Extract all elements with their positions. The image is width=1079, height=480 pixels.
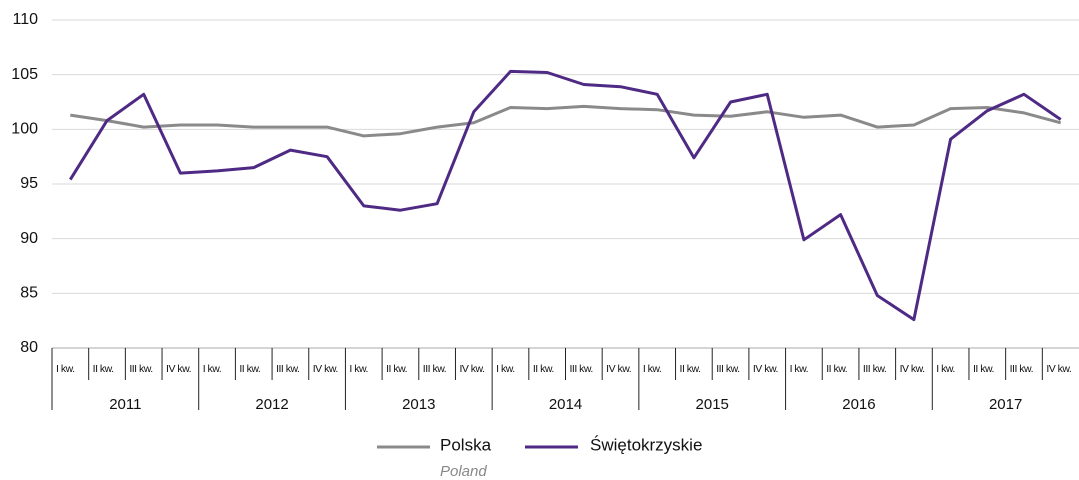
x-tick-label: II kw. xyxy=(386,363,407,375)
legend-sublabel: Poland xyxy=(440,463,487,480)
year-label: 2013 xyxy=(402,396,435,413)
series-line xyxy=(70,104,1062,138)
x-tick-label: III kw. xyxy=(423,363,446,375)
x-tick-label: III kw. xyxy=(863,363,886,375)
x-tick-label: IV kw. xyxy=(753,363,778,375)
x-tick-label: II kw. xyxy=(93,363,114,375)
y-tick-label: 85 xyxy=(20,285,38,302)
y-tick-label: 100 xyxy=(11,121,38,138)
year-label: 2014 xyxy=(549,396,582,413)
x-tick-label: IV kw. xyxy=(166,363,191,375)
x-tick-label: IV kw. xyxy=(459,363,484,375)
series-line xyxy=(69,69,1062,322)
x-tick-label: II kw. xyxy=(826,363,847,375)
x-tick-label: II kw. xyxy=(973,363,994,375)
year-label: 2015 xyxy=(696,396,729,413)
year-label: 2011 xyxy=(109,396,141,413)
y-tick-label: 80 xyxy=(20,339,38,356)
y-tick-label: 105 xyxy=(11,66,38,83)
x-tick-label: IV kw. xyxy=(313,363,338,375)
x-tick-label: II kw. xyxy=(533,363,554,375)
x-tick-label: III kw. xyxy=(570,363,593,375)
year-label: 2012 xyxy=(255,396,288,413)
year-label: 2017 xyxy=(989,396,1022,413)
y-tick-label: 110 xyxy=(12,11,38,28)
x-tick-label: III kw. xyxy=(129,363,152,375)
x-tick-label: III kw. xyxy=(716,363,739,375)
x-tick-label: I kw. xyxy=(203,363,222,375)
x-tick-label: II kw. xyxy=(680,363,701,375)
x-tick-label: I kw. xyxy=(496,363,515,375)
y-tick-label: 95 xyxy=(20,175,38,192)
x-tick-label: III kw. xyxy=(1010,363,1033,375)
x-tick-label: I kw. xyxy=(936,363,955,375)
x-tick-label: III kw. xyxy=(276,363,299,375)
x-tick-label: I kw. xyxy=(790,363,809,375)
x-tick-label: IV kw. xyxy=(900,363,925,375)
year-label: 2016 xyxy=(842,396,875,413)
y-tick-label: 90 xyxy=(20,230,38,247)
x-tick-label: II kw. xyxy=(239,363,260,375)
x-tick-label: IV kw. xyxy=(1046,363,1071,375)
legend-label: Polska xyxy=(440,435,492,454)
x-tick-label: I kw. xyxy=(56,363,75,375)
x-tick-label: IV kw. xyxy=(606,363,631,375)
x-tick-label: I kw. xyxy=(349,363,368,375)
x-tick-label: I kw. xyxy=(643,363,662,375)
legend-label: Świętokrzyskie xyxy=(590,435,702,454)
